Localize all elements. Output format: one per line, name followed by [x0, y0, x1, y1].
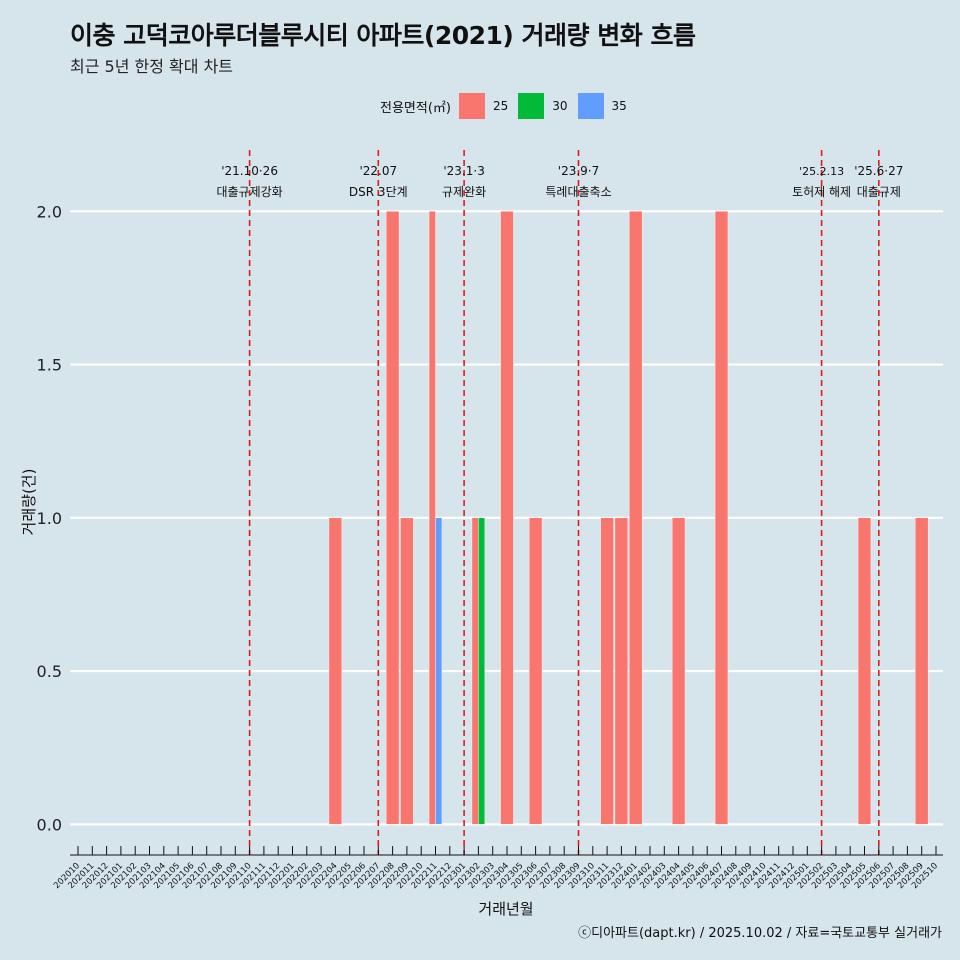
y-tick-label: 1.5 [37, 356, 62, 375]
event-label: 대출규제 [857, 185, 901, 199]
footer-credit: ⓒ디아파트(dapt.kr) / 2025.10.02 / 자료=국토교통부 실… [578, 926, 942, 941]
bar-35-202211 [435, 517, 443, 825]
bar-25-202311 [600, 517, 614, 825]
bar-25-202312 [614, 517, 629, 825]
bar-25-202208 [385, 211, 400, 825]
y-tick-label: 2.0 [37, 202, 62, 221]
bar-25-202304 [500, 211, 514, 825]
bar-30-202302 [478, 517, 486, 825]
legend-label-30: 30 [552, 99, 568, 113]
bar-25-202306 [528, 517, 543, 825]
legend-label-35: 35 [611, 99, 627, 113]
legend-key-30 [518, 93, 545, 119]
bar-25-202404 [671, 517, 686, 825]
legend-title: 전용면적(㎡) [380, 100, 451, 116]
legend-key-25 [458, 93, 485, 119]
bar-25-202505 [857, 517, 872, 825]
x-axis-title: 거래년월 [478, 900, 533, 918]
legend: 전용면적(㎡) 25 30 35 [380, 92, 637, 120]
y-axis-title: 거래량(건) [20, 469, 38, 536]
bar-25-202407 [714, 211, 729, 825]
event-date: '22.07 [359, 164, 397, 178]
event-label: 특례대출축소 [545, 185, 611, 199]
event-label: DSR 3단계 [349, 185, 408, 199]
y-tick-label: 0.0 [37, 815, 62, 834]
bar-25-202204 [328, 517, 343, 825]
event-label: 대출규제강화 [216, 185, 282, 199]
legend-label-25: 25 [492, 99, 509, 113]
bar-25-202211 [428, 211, 436, 825]
y-tick-label: 1.0 [37, 509, 62, 528]
chart-title: 이충 고덕코아루더블루시티 아파트(2021) 거래량 변화 흐름 [70, 21, 696, 50]
bar-25-202401 [629, 211, 643, 825]
y-tick-label: 0.5 [37, 662, 62, 681]
event-date: '25.6·27 [854, 164, 903, 178]
event-date: '21.10·26 [221, 164, 278, 178]
chart-subtitle: 최근 5년 한정 확대 차트 [70, 57, 234, 76]
bar-25-202209 [400, 517, 414, 825]
event-label: 규제완화 [442, 185, 486, 199]
legend-key-35 [577, 93, 604, 119]
event-label: 토허제 해제 [792, 185, 851, 199]
event-date: '23.1·3 [443, 164, 484, 178]
event-date: '23.9·7 [558, 164, 599, 178]
bar-25-202509 [915, 517, 929, 825]
event-date: '25.2.13 [799, 165, 844, 178]
bar-25-202302 [471, 517, 479, 825]
